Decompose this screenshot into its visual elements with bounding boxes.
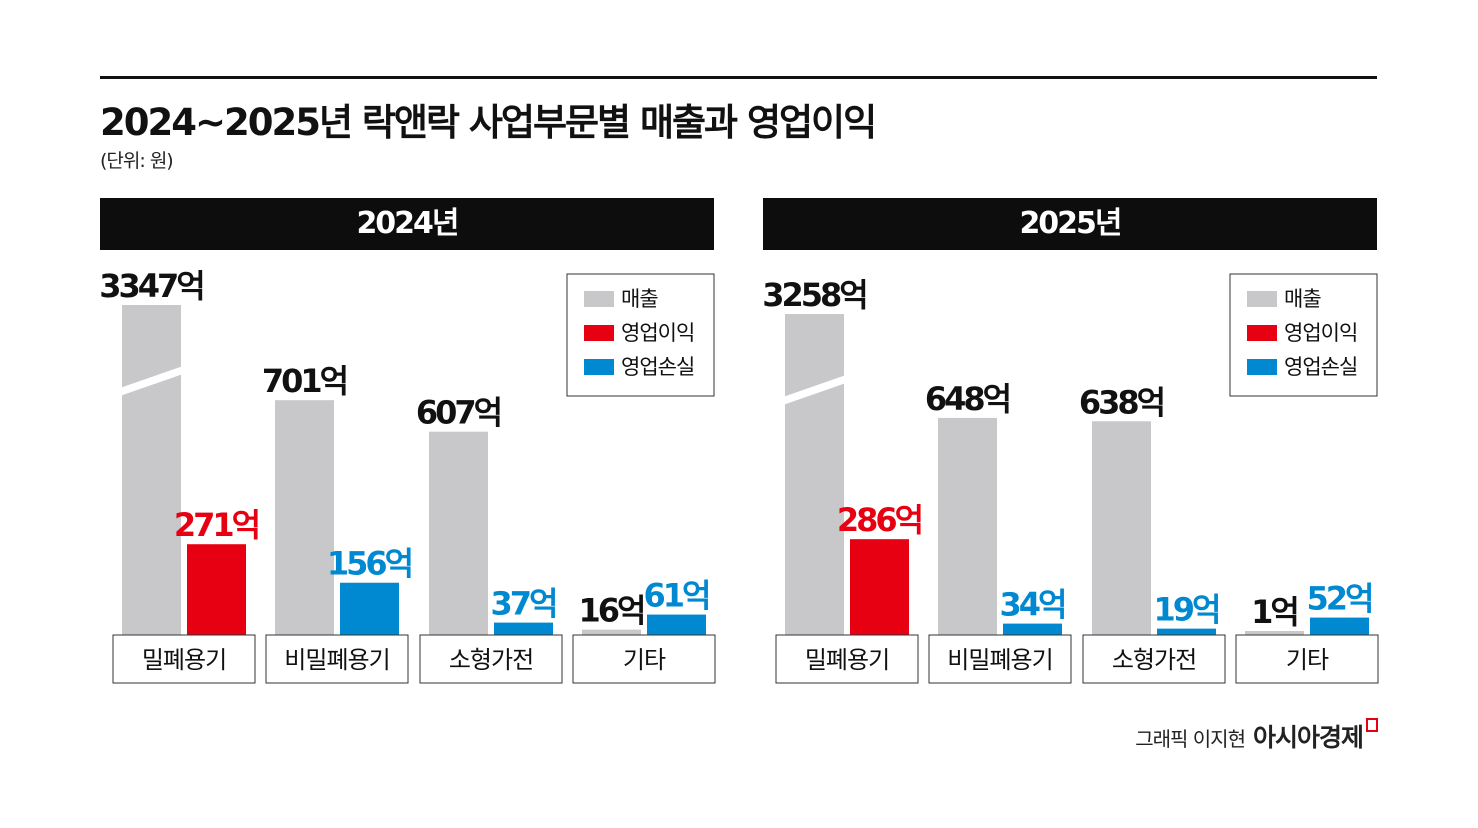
revenue-label: 701억 [262,362,346,400]
panel-header [100,198,714,250]
category-label: 밀폐용기 [142,646,226,674]
credit-text: 그래픽 이지현 [1135,727,1246,751]
revenue-label: 607억 [416,394,500,432]
brand-mark-icon [1366,718,1378,732]
category-box [265,634,409,684]
category-box [419,634,563,684]
revenue-bar [122,305,181,635]
revenue-bar [1245,631,1304,635]
category-label: 밀폐용기 [805,646,889,674]
category-box [928,634,1072,684]
legend-swatch [1247,325,1277,341]
profit-bar [187,544,246,635]
panel-title: 2025년 [1019,206,1120,241]
loss-bar [340,582,399,635]
op-label: 19억 [1154,591,1219,629]
legend-label: 매출 [1284,287,1321,311]
category-label: 소형가전 [449,646,533,674]
loss-bar [1157,628,1216,635]
unit-label: (단위: 원) [100,150,174,172]
axis-break-mark [120,366,183,396]
op-label: 34억 [1000,586,1065,624]
category-box [1082,634,1226,684]
legend-label: 영업이익 [1284,321,1357,345]
revenue-label: 1억 [1251,593,1297,631]
axis-break-mark [783,375,846,405]
loss-bar [1003,623,1062,635]
legend-swatch [584,325,614,341]
revenue-bar [1092,421,1151,635]
category-label: 기타 [623,646,666,674]
profit-bar [850,539,909,635]
op-label: 156억 [327,545,411,583]
chart-title: 2024~2025년 락앤락 사업부문별 매출과 영업이익 [100,101,877,144]
brand-logo: 아시아경제 [1252,723,1364,752]
revenue-label: 648억 [925,380,1009,418]
op-label: 37억 [491,585,556,623]
legend-swatch [584,359,614,375]
legend-label: 영업이익 [621,321,694,345]
loss-bar [494,622,553,635]
category-label: 비밀폐용기 [947,646,1052,674]
category-box [112,634,256,684]
legend-label: 매출 [621,287,658,311]
op-label: 61억 [644,577,709,615]
legend-label: 영업손실 [1284,355,1357,379]
revenue-label: 3258억 [762,276,866,314]
op-label: 286억 [837,501,921,539]
op-label: 52억 [1307,580,1372,618]
category-label: 소형가전 [1112,646,1196,674]
revenue-bar [582,629,641,635]
category-box [572,634,716,684]
panel-title: 2024년 [356,206,457,241]
legend-swatch [1247,291,1277,307]
revenue-label: 3347억 [99,267,203,305]
revenue-bar [938,417,997,635]
op-label: 271억 [174,506,258,544]
revenue-label: 638억 [1079,383,1163,421]
legend-swatch [584,291,614,307]
credit: 그래픽 이지현 아시아경제 [1135,718,1378,754]
loss-bar [1310,617,1369,635]
category-box [1235,634,1379,684]
revenue-bar [785,314,844,635]
legend-swatch [1247,359,1277,375]
category-label: 기타 [1286,646,1329,674]
revenue-label: 16억 [579,592,644,630]
category-box [775,634,919,684]
top-rule [100,76,1377,79]
revenue-bar [275,400,334,635]
loss-bar [647,614,706,635]
revenue-bar [429,431,488,635]
panel-header [763,198,1377,250]
legend-label: 영업손실 [621,355,694,379]
category-label: 비밀폐용기 [284,646,389,674]
